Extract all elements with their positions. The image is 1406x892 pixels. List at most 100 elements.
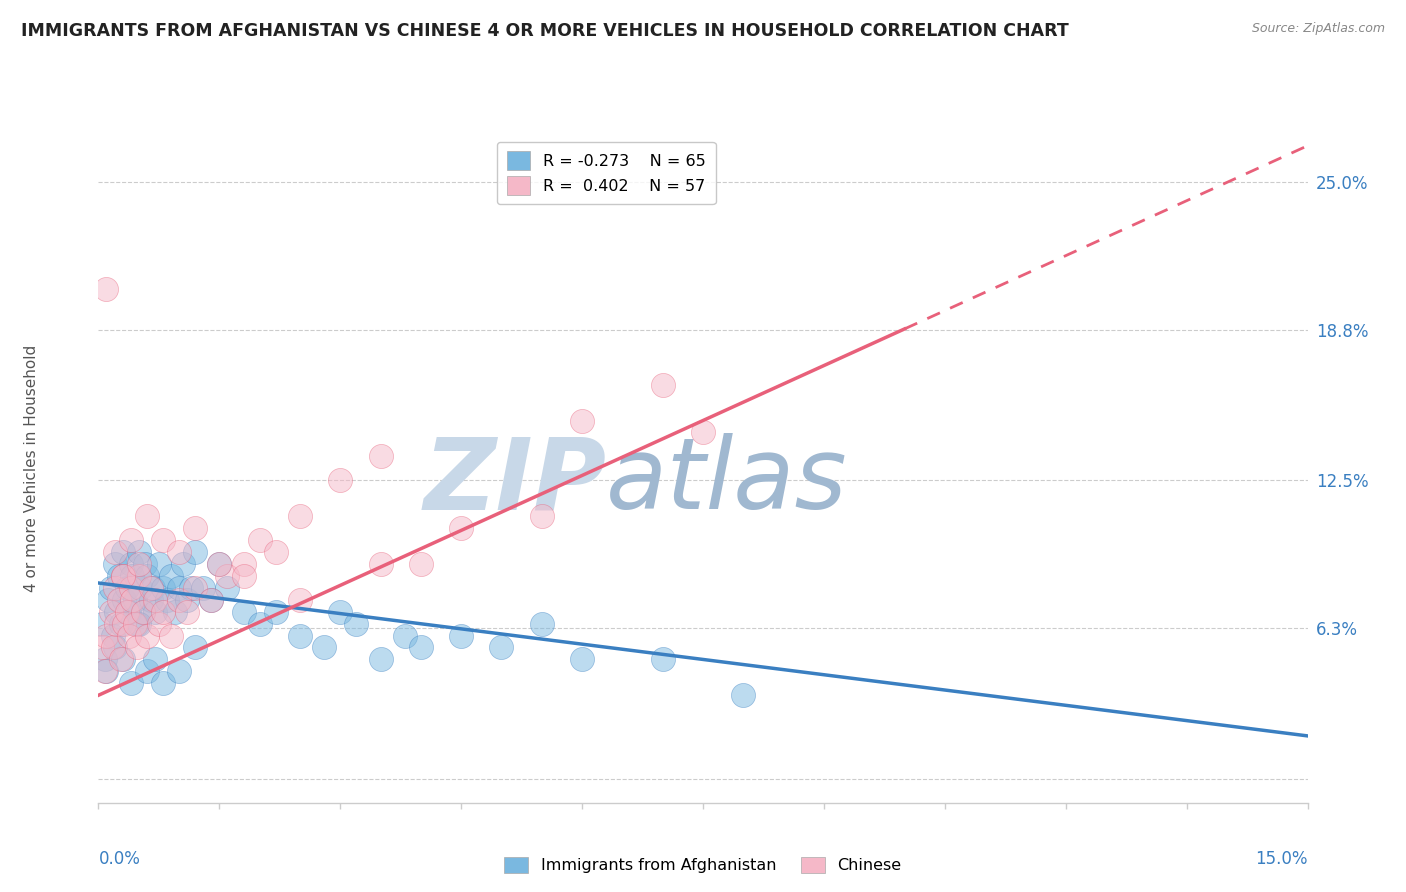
Point [143,652,166,666]
Point [148,616,170,631]
Point [91,616,114,631]
Point [264,605,287,619]
Point [200,592,222,607]
Point [193,581,215,595]
Point [115,605,138,619]
Point [128,545,150,559]
Point [112,616,135,631]
Point [167,592,190,607]
Point [103,557,125,571]
Point [180,581,202,595]
Point [96,282,118,296]
Point [288,628,311,642]
Point [100,605,122,619]
Point [217,569,239,583]
Point [121,569,143,583]
Point [103,545,125,559]
Point [232,569,254,583]
Point [217,581,239,595]
Point [135,665,157,679]
Point [167,545,190,559]
Point [249,533,271,547]
Point [135,569,157,583]
Point [112,592,135,607]
Point [103,640,125,655]
Point [111,569,134,583]
Point [370,557,392,571]
Point [344,616,367,631]
Point [176,592,198,607]
Legend: R = -0.273    N = 65, R =  0.402    N = 57: R = -0.273 N = 65, R = 0.402 N = 57 [496,142,716,204]
Point [329,605,352,619]
Point [127,616,149,631]
Point [111,545,134,559]
Point [156,592,179,607]
Point [200,592,222,607]
Point [571,413,593,427]
Point [152,533,174,547]
Point [120,581,142,595]
Point [107,592,129,607]
Point [148,557,170,571]
Point [651,652,673,666]
Point [120,557,142,571]
Point [329,473,352,487]
Text: Source: ZipAtlas.com: Source: ZipAtlas.com [1251,22,1385,36]
Point [142,581,165,595]
Point [115,581,138,595]
Point [128,569,150,583]
Point [208,557,231,571]
Point [288,592,311,607]
Point [167,581,190,595]
Point [135,509,157,524]
Point [121,592,143,607]
Text: IMMIGRANTS FROM AFGHANISTAN VS CHINESE 4 OR MORE VEHICLES IN HOUSEHOLD CORRELATI: IMMIGRANTS FROM AFGHANISTAN VS CHINESE 4… [21,22,1069,40]
Point [314,640,336,655]
Point [184,640,207,655]
Point [118,628,141,642]
Point [94,665,117,679]
Point [692,425,714,440]
Point [450,628,472,642]
Point [143,592,166,607]
Point [409,557,432,571]
Point [135,628,157,642]
Point [491,640,513,655]
Point [172,557,194,571]
Point [184,545,207,559]
Legend: Immigrants from Afghanistan, Chinese: Immigrants from Afghanistan, Chinese [498,850,908,880]
Point [120,533,142,547]
Point [103,581,125,595]
Point [249,616,271,631]
Point [152,676,174,690]
Point [184,521,207,535]
Point [124,616,146,631]
Text: 4 or more Vehicles in Household: 4 or more Vehicles in Household [24,344,39,592]
Text: 15.0%: 15.0% [1256,849,1308,868]
Point [232,557,254,571]
Point [394,628,416,642]
Point [152,581,174,595]
Point [370,652,392,666]
Point [129,581,152,595]
Point [132,605,155,619]
Point [370,450,392,464]
Point [128,557,150,571]
Point [530,616,553,631]
Point [134,557,156,571]
Point [160,628,183,642]
Point [409,640,432,655]
Point [208,557,231,571]
Point [571,652,593,666]
Point [118,605,141,619]
Text: atlas: atlas [606,434,848,530]
Point [96,628,118,642]
Point [139,581,162,595]
Point [651,377,673,392]
Text: ZIP: ZIP [423,434,606,530]
Point [111,652,134,666]
Point [288,509,311,524]
Point [163,605,186,619]
Point [167,665,190,679]
Point [127,640,149,655]
